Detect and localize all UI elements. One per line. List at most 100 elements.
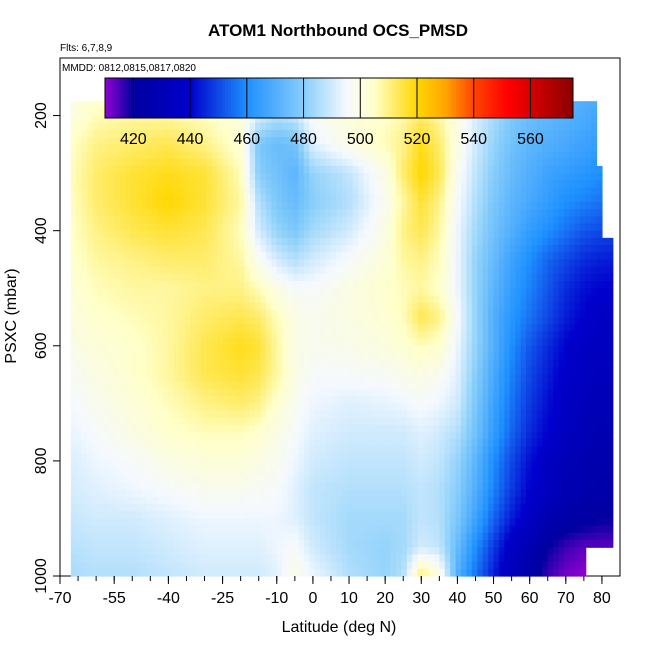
heatmap-cell [368,432,375,440]
heatmap-cell [162,381,169,390]
heatmap-cell [374,245,381,253]
heatmap-cell [76,237,83,246]
heatmap-cell [314,396,321,404]
heatmap-cell [190,129,197,138]
heatmap-cell [428,324,435,332]
heatmap-cell [320,266,327,275]
heatmap-cell [585,338,592,347]
heatmap-cell [130,352,137,361]
heatmap-cell [504,180,511,189]
heatmap-cell [200,417,207,426]
heatmap-cell [320,216,327,225]
heatmap-cell [412,331,419,340]
heatmap-cell [249,137,256,145]
heatmap-cell [228,302,235,311]
heatmap-cell [287,324,294,332]
heatmap-cell [580,374,587,383]
heatmap-cell [70,374,77,383]
heatmap-cell [157,424,164,433]
heatmap-cell [488,374,495,383]
heatmap-cell [271,209,278,217]
heatmap-cell [585,245,592,253]
heatmap-cell [531,317,538,325]
heatmap-cell [195,410,202,419]
heatmap-cell [244,309,251,318]
heatmap-cell [125,410,132,419]
heatmap-cell [461,388,468,397]
heatmap-cell [200,216,207,225]
heatmap-cell [471,252,478,261]
heatmap-cell [471,403,478,412]
heatmap-cell [368,288,375,297]
heatmap-cell [368,317,375,325]
heatmap-cell [103,331,110,340]
heatmap-cell [330,446,337,455]
heatmap-cell [498,446,505,455]
heatmap-cell [607,309,614,318]
heatmap-cell [125,201,132,210]
heatmap-cell [233,352,240,361]
heatmap-cell [325,237,332,246]
heatmap-cell [119,417,126,426]
heatmap-cell [536,317,543,325]
heatmap-cell [330,266,337,275]
heatmap-cell [596,194,603,203]
heatmap-cell [336,302,343,311]
heatmap-cell [244,381,251,390]
heatmap-cell [206,165,213,174]
heatmap-cell [374,237,381,246]
heatmap-cell [238,352,245,361]
heatmap-cell [601,266,608,275]
heatmap-cell [379,360,386,368]
heatmap-cell [211,194,218,203]
heatmap-cell [146,165,153,174]
heatmap-cell [488,187,495,196]
heatmap-cell [368,345,375,354]
heatmap-cell [607,266,614,275]
heatmap-cell [228,201,235,210]
heatmap-cell [184,115,191,124]
heatmap-cell [114,324,121,332]
heatmap-cell [330,122,337,131]
heatmap-cell [347,317,354,325]
heatmap-cell [287,165,294,174]
heatmap-cell [244,201,251,210]
heatmap-cell [206,410,213,419]
heatmap-cell [385,259,392,268]
heatmap-cell [260,165,267,174]
heatmap-cell [190,352,197,361]
heatmap-cell [412,439,419,448]
heatmap-cell [249,237,256,246]
heatmap-cell [320,446,327,455]
heatmap-cell [363,374,370,383]
heatmap-cell [162,129,169,138]
heatmap-cell [157,460,164,469]
heatmap-cell [433,367,440,376]
heatmap-cell [417,309,424,318]
heatmap-cell [564,187,571,196]
heatmap-cell [119,388,126,397]
heatmap-cell [601,345,608,354]
heatmap-cell [70,216,77,225]
heatmap-cell [244,302,251,311]
heatmap-cell [347,439,354,448]
heatmap-cell [119,194,126,203]
heatmap-cell [379,252,386,261]
heatmap-cell [477,317,484,325]
heatmap-cell [455,115,462,124]
heatmap-cell [498,216,505,225]
heatmap-cell [265,137,272,145]
heatmap-cell [412,281,419,289]
heatmap-cell [439,237,446,246]
heatmap-cell [444,216,451,225]
heatmap-cell [87,165,94,174]
heatmap-cell [92,173,99,181]
heatmap-cell [461,115,468,124]
heatmap-cell [526,158,533,167]
heatmap-cell [135,137,142,145]
heatmap-cell [87,122,94,131]
heatmap-cell [385,187,392,196]
heatmap-cell [195,309,202,318]
heatmap-cell [303,352,310,361]
heatmap-cell [146,173,153,181]
